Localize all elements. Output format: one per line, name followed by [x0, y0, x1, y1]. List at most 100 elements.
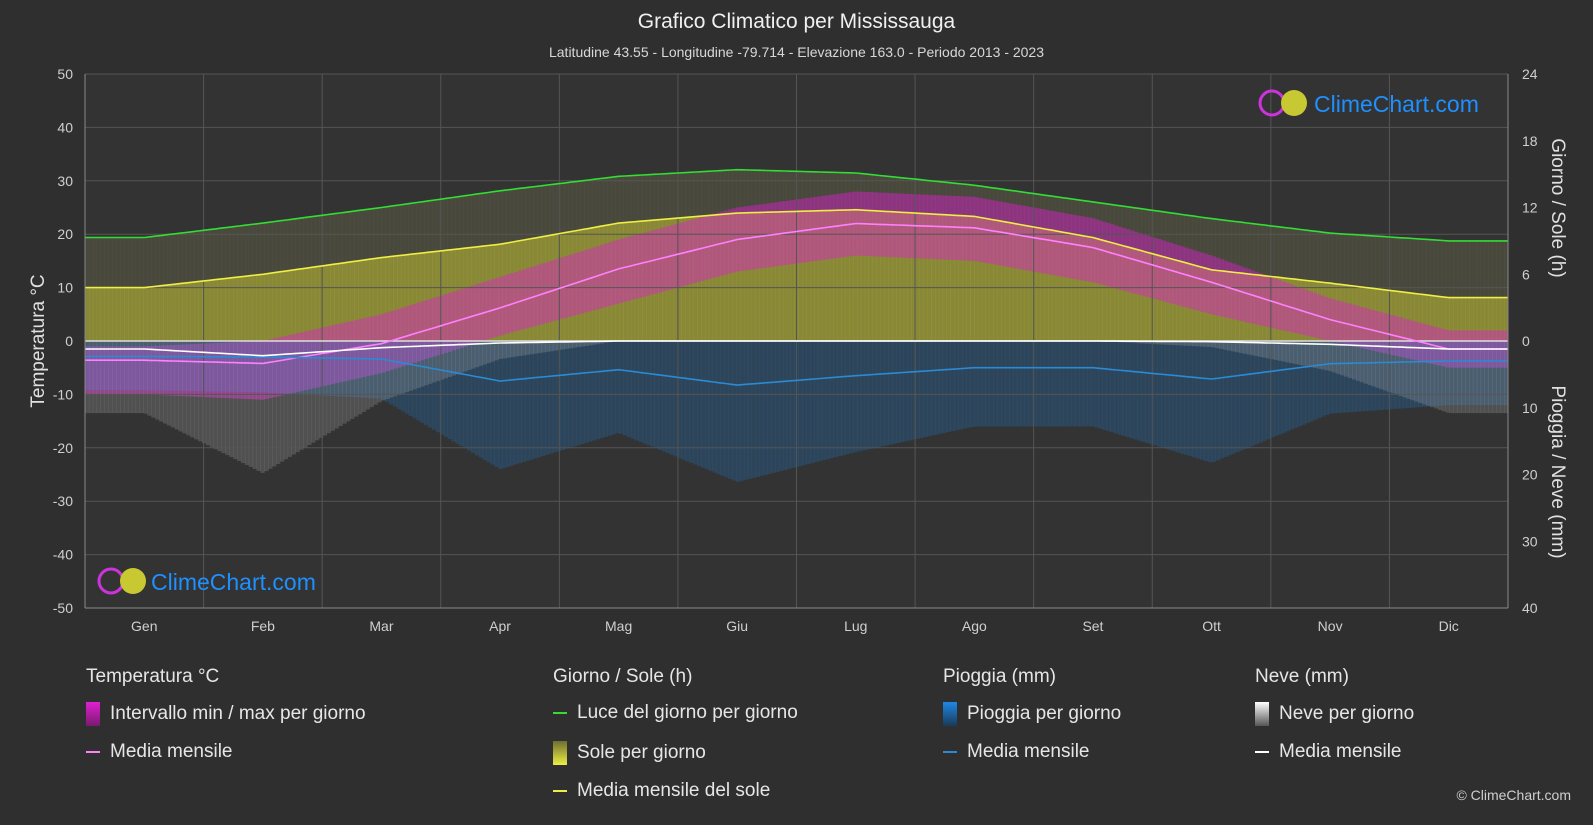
sunshine-bar: [724, 213, 729, 341]
snow-bar: [1430, 341, 1435, 408]
rain-bar: [92, 341, 98, 391]
y-left-tick-label: 0: [65, 333, 73, 349]
snow-bar: [135, 341, 140, 414]
snow-bar: [1161, 341, 1166, 345]
temp-range-bar: [946, 195, 951, 260]
temp-range-bar: [1231, 263, 1236, 320]
daylight-bar: [1472, 240, 1478, 341]
sunshine-bar: [435, 251, 441, 341]
sunshine-bar: [880, 211, 885, 341]
sunshine-bar: [517, 240, 523, 341]
rain-bar: [903, 341, 909, 442]
temp-range-bar: [623, 237, 628, 302]
temp-range-bar: [365, 317, 370, 377]
sunshine-bar: [775, 211, 780, 341]
x-tick-label: Set: [1082, 618, 1103, 634]
sunshine-bar: [1313, 281, 1318, 341]
rain-bar: [782, 341, 788, 470]
rain-bar: [1410, 341, 1415, 408]
temp-range-bar: [1235, 264, 1240, 321]
sunshine-bar: [326, 264, 332, 341]
snow-bar: [470, 341, 476, 369]
rain-bar: [127, 341, 133, 391]
rain-bar: [525, 341, 530, 461]
copyright: © ClimeChart.com: [1456, 787, 1571, 803]
sunshine-bar: [303, 268, 308, 341]
snow-bar: [322, 341, 328, 436]
snow-bar: [404, 341, 409, 393]
snow-bar: [96, 341, 101, 414]
sunshine-bar: [1488, 297, 1493, 341]
daylight-bar: [1410, 238, 1415, 341]
sunshine-bar: [346, 262, 351, 341]
rain-bar: [252, 341, 257, 393]
rain-bar: [108, 341, 113, 391]
sunshine-bar: [533, 237, 538, 341]
sunshine-bar: [1433, 296, 1439, 341]
rain-bar: [1383, 341, 1388, 410]
sunshine-bar: [334, 263, 339, 341]
rain-bar: [1398, 341, 1404, 409]
rain-bar: [1024, 341, 1029, 427]
sunshine-bar: [1125, 247, 1131, 341]
rain-bar: [1461, 341, 1466, 406]
snow-bar: [595, 341, 601, 345]
sunshine-bar: [654, 219, 659, 341]
rain-bar: [342, 341, 347, 397]
snow-bar: [517, 341, 523, 357]
snow-bar: [455, 341, 460, 375]
sunshine-bar: [1406, 292, 1411, 341]
temp-range-bar: [260, 341, 265, 400]
sunshine-bar: [899, 212, 905, 341]
sunshine-bar: [486, 245, 491, 341]
rain-bar: [704, 341, 710, 470]
sunshine-bar: [1281, 277, 1287, 341]
snow-bar: [1492, 341, 1497, 414]
temp-range-bar: [135, 346, 140, 395]
y-left-tick-label: 50: [57, 66, 73, 82]
snow-bar: [272, 341, 277, 467]
daylight-bar: [1445, 240, 1450, 341]
rain-bar: [1355, 341, 1361, 412]
snow-bar: [287, 341, 293, 457]
daylight-bar: [1504, 240, 1508, 341]
rain-bar: [599, 341, 604, 439]
temp-range-bar: [1200, 252, 1205, 312]
sunshine-bar: [1122, 245, 1127, 341]
rain-bar: [845, 341, 850, 455]
temp-range-bar: [685, 220, 690, 286]
daylight-swatch: [553, 712, 567, 714]
rain-bar: [658, 341, 663, 451]
sunshine-bar: [354, 261, 359, 341]
sunshine-bar: [868, 210, 873, 341]
rain-bar: [291, 341, 296, 394]
sunshine-bar: [463, 248, 468, 341]
sunshine-bar: [1492, 297, 1497, 341]
sunshine-bar: [1391, 290, 1396, 341]
rain-bar: [1063, 341, 1068, 427]
temp-range-bar: [626, 236, 632, 301]
snow-bar: [112, 341, 117, 414]
snow-bar: [381, 341, 386, 401]
rain-bar: [1055, 341, 1061, 427]
temp-range-bar: [1157, 239, 1162, 301]
rain-bar: [736, 341, 741, 482]
sunshine-bar: [92, 287, 98, 341]
y-right-bottom-tick-label: 10: [1522, 400, 1538, 416]
rain-bar: [373, 341, 378, 399]
rain-bar: [412, 341, 417, 419]
temp-range-bar: [1223, 260, 1228, 318]
sunshine-bar: [981, 218, 986, 341]
sunshine-bar: [650, 220, 655, 341]
sunshine-bar: [1457, 297, 1462, 341]
y-left-tick-label: 40: [57, 119, 73, 135]
snow-bar: [1153, 341, 1158, 345]
snow-swatch: [1255, 702, 1269, 726]
snow-bar: [482, 341, 487, 365]
rain-bar: [1114, 341, 1119, 434]
sunshine-bar: [233, 277, 238, 341]
temp-range-bar: [1047, 210, 1053, 275]
rain-bar: [533, 341, 538, 459]
rain-bar: [162, 341, 168, 391]
rain-bar: [482, 341, 487, 460]
